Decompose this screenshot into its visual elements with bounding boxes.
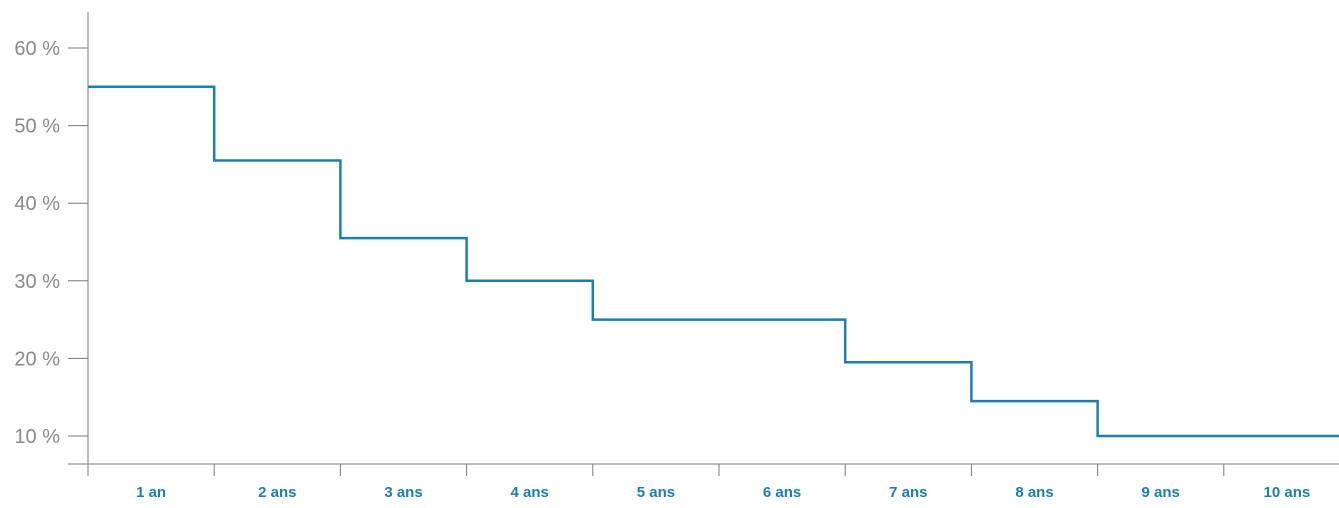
- x-tick-label: 6 ans: [763, 484, 801, 501]
- x-tick-label: 5 ans: [637, 484, 675, 501]
- x-tick-label: 4 ans: [511, 484, 549, 501]
- x-tick-label: 2 ans: [258, 484, 296, 501]
- x-tick-label: 3 ans: [384, 484, 422, 501]
- x-tick-label: 10 ans: [1264, 484, 1311, 501]
- x-tick-label: 8 ans: [1015, 484, 1053, 501]
- y-tick-label: 50 %: [14, 116, 60, 138]
- x-tick-label: 9 ans: [1142, 484, 1180, 501]
- step-series-line: [88, 85, 1339, 438]
- y-tick-label: 40 %: [14, 193, 60, 215]
- y-tick-label: 30 %: [14, 271, 60, 293]
- x-tick-label: 7 ans: [889, 484, 927, 501]
- y-tick-label: 60 %: [14, 38, 60, 60]
- y-tick-label: 10 %: [14, 426, 60, 448]
- x-tick-label: 1 an: [136, 484, 166, 501]
- y-tick-label: 20 %: [14, 348, 60, 370]
